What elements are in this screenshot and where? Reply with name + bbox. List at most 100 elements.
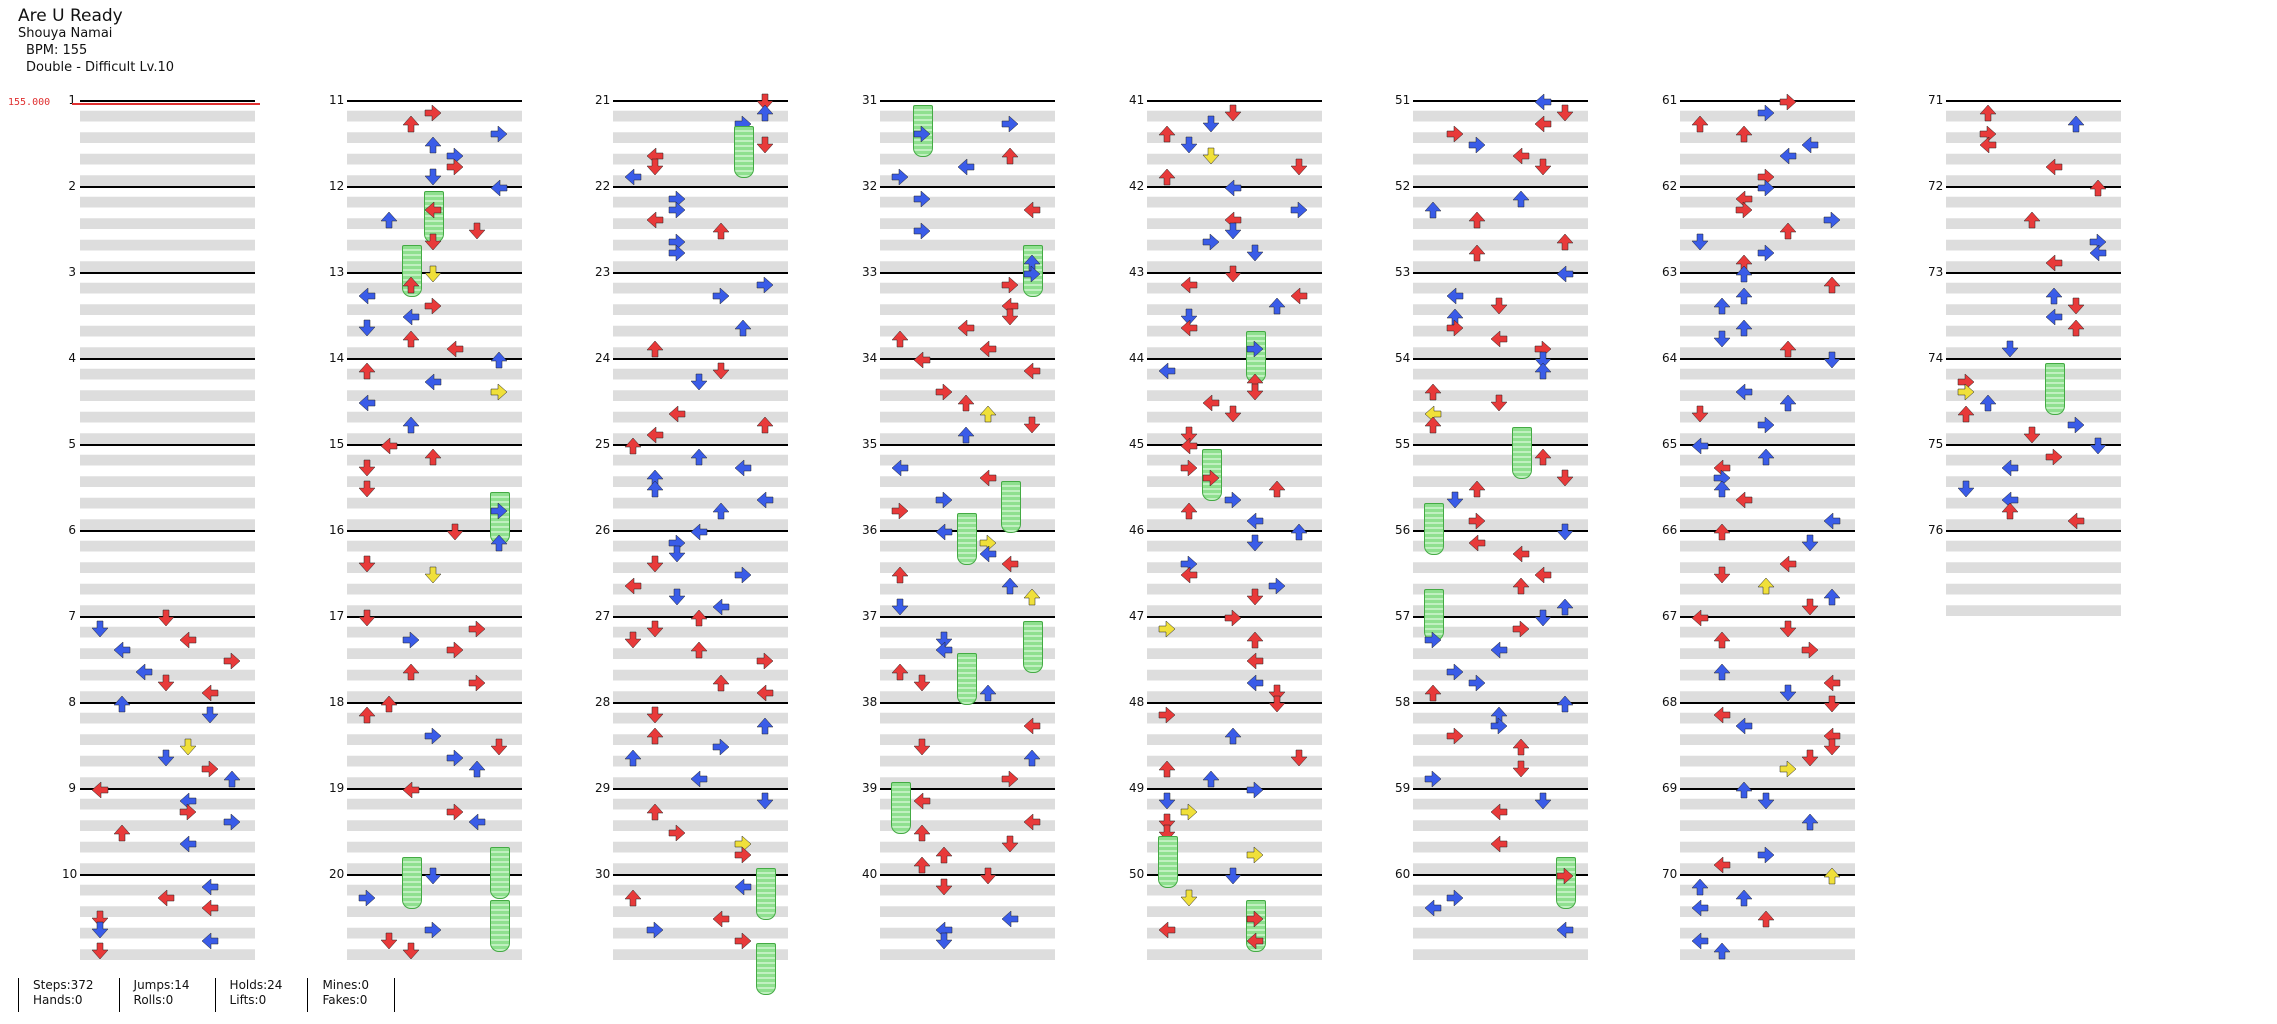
beat-band xyxy=(80,325,255,337)
arrow-note-l xyxy=(979,544,997,563)
arrow-note-r xyxy=(424,297,442,315)
hold-note xyxy=(957,653,977,705)
arrow-note-d xyxy=(91,910,109,928)
arrow-note-r xyxy=(201,759,219,778)
arrow-note-u xyxy=(624,437,642,455)
arrow-note-d xyxy=(1180,889,1198,906)
arrow-note-u xyxy=(646,803,664,820)
arrow-note-r xyxy=(1158,620,1176,638)
beat-band xyxy=(80,153,255,165)
arrow-note-u xyxy=(957,394,975,412)
hold-note xyxy=(756,868,776,920)
measure-number: 8 xyxy=(68,695,76,709)
arrow-note-l xyxy=(1556,265,1574,283)
arrow-note-d xyxy=(1246,588,1264,605)
beat-band xyxy=(880,175,1055,186)
column-grid xyxy=(613,100,788,960)
arrow-note-l xyxy=(891,458,909,477)
measure-number: 39 xyxy=(862,781,878,795)
beat-band xyxy=(880,777,1055,788)
beat-band xyxy=(613,691,788,702)
beat-band xyxy=(80,798,255,810)
chart-column-2: 11 12 13 14 15 16 17 18 19 20 xyxy=(329,94,522,960)
arrow-note-r xyxy=(1001,114,1019,133)
beat-band xyxy=(880,454,1055,466)
arrow-note-r xyxy=(1446,663,1464,681)
measure-number: 7 xyxy=(68,609,76,623)
beat-band xyxy=(80,583,255,595)
beat-band xyxy=(1946,519,2121,530)
beat-band xyxy=(1946,110,2121,122)
arrow-note-u xyxy=(1713,523,1731,541)
arrow-note-u xyxy=(1424,684,1442,702)
arrow-note-l xyxy=(646,426,664,444)
measure-number: 63 xyxy=(1662,265,1678,279)
arrow-note-l xyxy=(1180,319,1198,337)
arrow-note-l xyxy=(957,319,975,337)
beat-band xyxy=(80,820,255,831)
arrow-note-d xyxy=(380,932,398,949)
arrow-note-u xyxy=(712,222,730,240)
arrow-note-u xyxy=(1556,233,1574,250)
arrow-note-l xyxy=(1779,555,1797,573)
measure-number: 32 xyxy=(862,179,878,193)
arrow-note-l xyxy=(1202,394,1220,412)
arrow-note-d xyxy=(1713,566,1731,584)
beat-band xyxy=(1147,648,1322,659)
arrow-note-d xyxy=(91,921,109,939)
beat-band xyxy=(880,863,1055,874)
arrow-note-r xyxy=(756,276,774,294)
arrow-note-l xyxy=(935,641,953,659)
arrow-note-l xyxy=(1490,329,1508,348)
beat-band xyxy=(613,175,788,186)
beat-band xyxy=(1680,949,1855,960)
arrow-note-l xyxy=(1556,921,1574,939)
arrow-note-l xyxy=(179,835,197,853)
arrow-note-d xyxy=(2001,341,2019,358)
chart-difficulty: Double - Difficult Lv.10 xyxy=(26,60,175,75)
arrow-note-r xyxy=(490,125,508,143)
arrow-note-d xyxy=(424,566,442,584)
measure-number: 21 xyxy=(595,93,611,107)
beat-band xyxy=(1680,261,1855,272)
measure-number: 61 xyxy=(1662,93,1678,107)
beat-band xyxy=(1946,153,2121,165)
arrow-note-l xyxy=(913,351,931,369)
arrow-note-u xyxy=(402,276,420,293)
arrow-note-u xyxy=(1424,416,1442,433)
stat-group-holds: Holds:24 Lifts:0 xyxy=(214,978,308,1012)
arrow-note-u xyxy=(2089,179,2107,197)
beat-band xyxy=(1946,132,2121,143)
arrow-note-l xyxy=(402,781,420,799)
beat-band xyxy=(1680,841,1855,853)
arrow-note-r xyxy=(446,749,464,767)
beat-band xyxy=(347,476,522,487)
arrow-note-d xyxy=(1001,835,1019,853)
arrow-note-l xyxy=(624,577,642,595)
arrow-note-d xyxy=(1224,265,1242,283)
beat-band xyxy=(1147,777,1322,788)
beat-band xyxy=(1680,476,1855,487)
arrow-note-d xyxy=(891,599,909,616)
arrow-note-u xyxy=(1979,104,1997,121)
beat-band xyxy=(613,282,788,294)
arrow-note-u xyxy=(1512,190,1530,207)
beat-band xyxy=(880,798,1055,810)
column-grid xyxy=(1147,100,1322,960)
arrow-note-l xyxy=(1691,931,1709,950)
arrow-note-u xyxy=(402,330,420,347)
arrow-note-d xyxy=(1823,738,1841,756)
measure-number: 34 xyxy=(862,351,878,365)
beat-band xyxy=(1147,605,1322,616)
arrow-note-l xyxy=(201,931,219,950)
arrow-note-d xyxy=(756,792,774,810)
beat-band xyxy=(613,755,788,767)
arrow-note-u xyxy=(1512,738,1530,756)
beat-band xyxy=(1413,626,1588,638)
beat-band xyxy=(347,368,522,380)
beat-band xyxy=(1946,454,2121,466)
beat-band xyxy=(880,411,1055,423)
arrow-note-l xyxy=(1801,136,1819,154)
arrow-note-r xyxy=(424,727,442,745)
measure-number: 14 xyxy=(329,351,345,365)
